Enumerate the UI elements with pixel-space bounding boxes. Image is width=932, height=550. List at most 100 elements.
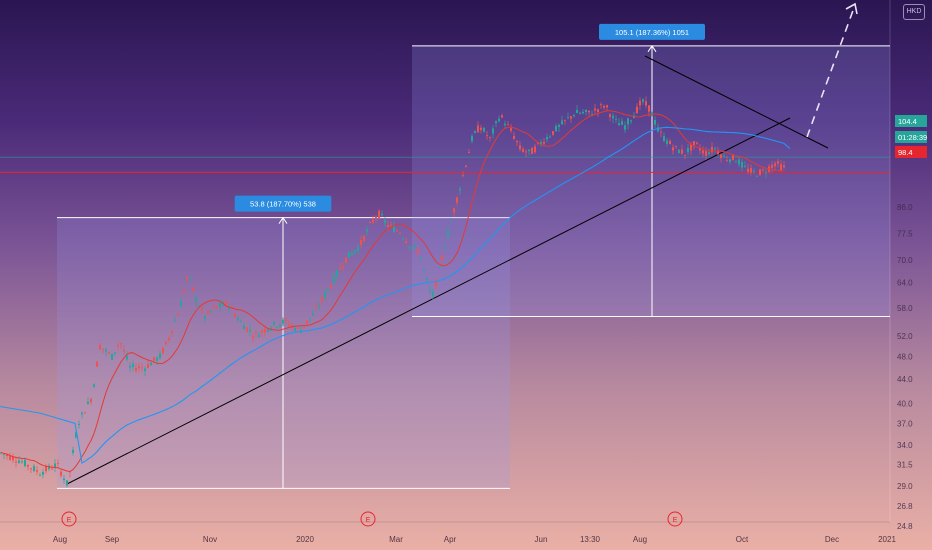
- x-tick-label: Oct: [736, 535, 749, 544]
- candle-body: [351, 252, 353, 256]
- measure-label: 53.8 (187.70%) 538: [250, 200, 316, 209]
- candle-body: [765, 172, 767, 174]
- candle-body: [411, 246, 413, 249]
- moving-average-blue: [0, 126, 791, 464]
- candle-body: [294, 327, 296, 331]
- candle-body: [660, 131, 662, 133]
- candle-body: [192, 287, 194, 291]
- candle-body: [336, 270, 338, 276]
- candle-body: [393, 226, 395, 233]
- candle-body: [210, 311, 212, 312]
- candle-body: [297, 327, 299, 329]
- candle-body: [435, 279, 437, 287]
- candle-body: [132, 363, 134, 368]
- candle-body: [507, 124, 509, 126]
- y-tick-label: 37.0: [897, 419, 913, 428]
- candle-body: [48, 465, 50, 469]
- candle-body: [618, 123, 620, 126]
- earnings-marker-label: E: [673, 517, 678, 524]
- candle-body: [456, 197, 458, 203]
- candle-body: [756, 175, 758, 177]
- candle-body: [285, 319, 287, 321]
- candle-body: [39, 474, 41, 476]
- candle-body: [258, 334, 260, 338]
- candle-body: [690, 144, 692, 151]
- candle-body: [462, 175, 464, 177]
- candle-body: [273, 321, 275, 325]
- candle-body: [525, 151, 527, 153]
- candle-body: [780, 163, 782, 170]
- candle-body: [186, 276, 188, 279]
- candle-body: [609, 114, 611, 117]
- candle-body: [486, 135, 488, 136]
- x-tick-label: Apr: [444, 535, 457, 544]
- candle-body: [243, 325, 245, 330]
- candle-body: [345, 257, 347, 263]
- candle-body: [639, 100, 641, 106]
- candle-body: [606, 105, 608, 108]
- y-tick-label: 58.0: [897, 304, 913, 313]
- candle-body: [288, 324, 290, 327]
- candle-body: [759, 169, 761, 176]
- candle-body: [222, 302, 224, 306]
- moving-average-red: [0, 110, 785, 473]
- candle-body: [714, 148, 716, 150]
- candle-body: [645, 101, 647, 106]
- candle-body: [708, 152, 710, 155]
- candle-body: [450, 221, 452, 223]
- candle-body: [9, 455, 11, 460]
- currency-badge[interactable]: HKD: [903, 4, 925, 20]
- candle-body: [240, 321, 242, 323]
- candle-body: [576, 110, 578, 114]
- candle-body: [642, 99, 644, 102]
- candle-body: [36, 470, 38, 472]
- candle-body: [471, 135, 473, 142]
- candle-body: [546, 137, 548, 140]
- candle-body: [741, 161, 743, 168]
- candle-body: [324, 292, 326, 298]
- candle-body: [24, 459, 26, 467]
- candle-body: [750, 167, 752, 173]
- candle-body: [732, 154, 734, 160]
- earnings-marker: [61, 511, 77, 527]
- candle-body: [684, 154, 686, 156]
- candle-body: [624, 125, 626, 130]
- candle-body: [306, 320, 308, 324]
- moving-averages: [0, 110, 791, 473]
- candle-body: [663, 136, 665, 142]
- x-tick-label: Jun: [535, 535, 548, 544]
- y-tick-label: 29.0: [897, 482, 913, 491]
- candle-body: [687, 148, 689, 153]
- candle-body: [717, 151, 719, 155]
- candle-body: [339, 267, 341, 270]
- candle-body: [87, 401, 89, 404]
- candle-body: [573, 115, 575, 117]
- candle-body: [414, 245, 416, 247]
- candle-body: [612, 115, 614, 119]
- candle-body: [147, 364, 149, 368]
- candle-body: [453, 208, 455, 213]
- candle-body: [75, 432, 77, 438]
- candle-body: [387, 225, 389, 228]
- candle-body: [498, 118, 500, 122]
- candle-body: [762, 169, 764, 171]
- x-tick-label: Sep: [105, 535, 120, 544]
- earnings-marker-label: E: [67, 517, 72, 524]
- price-tag: [895, 146, 927, 158]
- candle-body: [669, 140, 671, 145]
- candle-body: [696, 142, 698, 144]
- candle-body: [84, 412, 86, 414]
- candle-body: [492, 128, 494, 134]
- candle-body: [366, 229, 368, 232]
- candle-body: [636, 106, 638, 114]
- candle-body: [522, 149, 524, 152]
- candle-body: [219, 303, 221, 308]
- candle-body: [468, 152, 470, 154]
- candle-body: [420, 256, 422, 259]
- candle-body: [348, 252, 350, 258]
- candle-body: [699, 148, 701, 151]
- candle-body: [303, 326, 305, 328]
- candle-body: [234, 314, 236, 317]
